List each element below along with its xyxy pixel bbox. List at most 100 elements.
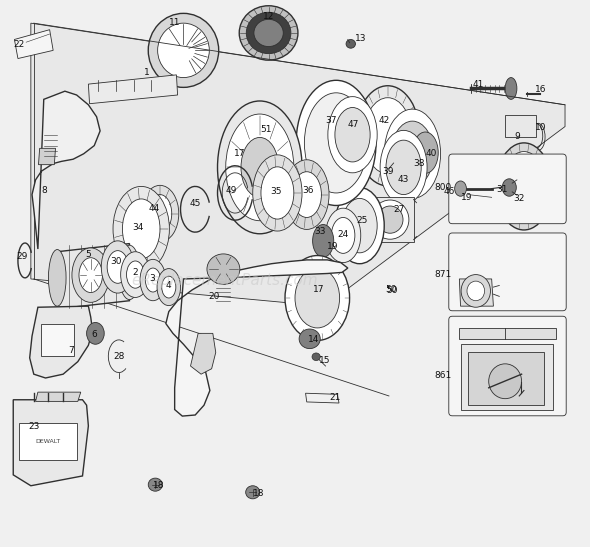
Ellipse shape xyxy=(377,206,403,233)
Text: 51: 51 xyxy=(260,125,271,134)
Text: 21: 21 xyxy=(329,393,340,402)
Ellipse shape xyxy=(148,478,162,491)
Ellipse shape xyxy=(494,160,527,213)
Ellipse shape xyxy=(332,218,355,253)
Ellipse shape xyxy=(296,80,376,206)
Text: 47: 47 xyxy=(348,120,359,129)
Polygon shape xyxy=(88,75,178,104)
Ellipse shape xyxy=(502,152,546,221)
Text: 15: 15 xyxy=(319,356,330,365)
Polygon shape xyxy=(468,352,545,405)
FancyBboxPatch shape xyxy=(449,233,566,311)
Text: 35: 35 xyxy=(270,188,282,196)
Polygon shape xyxy=(31,23,565,306)
Ellipse shape xyxy=(113,187,169,271)
Text: 45: 45 xyxy=(189,199,201,208)
Polygon shape xyxy=(166,260,348,416)
Ellipse shape xyxy=(355,86,420,186)
Text: 33: 33 xyxy=(314,226,326,236)
Bar xyxy=(505,114,536,137)
Text: eReplacementParts.com: eReplacementParts.com xyxy=(131,272,318,288)
Text: 38: 38 xyxy=(414,159,425,168)
Ellipse shape xyxy=(207,254,240,284)
Text: 39: 39 xyxy=(382,167,394,176)
Ellipse shape xyxy=(313,224,334,257)
Ellipse shape xyxy=(107,251,128,283)
Text: 17: 17 xyxy=(313,286,324,294)
Circle shape xyxy=(463,189,474,200)
Ellipse shape xyxy=(342,199,377,253)
Ellipse shape xyxy=(119,245,140,300)
Text: 18: 18 xyxy=(253,490,264,498)
Text: 861: 861 xyxy=(434,371,451,380)
Polygon shape xyxy=(38,148,55,165)
Polygon shape xyxy=(460,328,556,339)
Text: 10: 10 xyxy=(535,123,546,132)
Ellipse shape xyxy=(48,249,66,306)
Text: 5: 5 xyxy=(86,250,91,259)
Text: 12: 12 xyxy=(263,12,274,21)
Ellipse shape xyxy=(239,5,298,60)
Ellipse shape xyxy=(496,143,552,230)
Text: 24: 24 xyxy=(337,230,349,239)
Polygon shape xyxy=(366,197,414,242)
Text: 49: 49 xyxy=(226,187,237,195)
Ellipse shape xyxy=(371,200,409,239)
Text: 871: 871 xyxy=(434,270,451,279)
Text: 4: 4 xyxy=(165,281,171,290)
Text: 37: 37 xyxy=(326,115,337,125)
Text: 44: 44 xyxy=(149,203,160,213)
Ellipse shape xyxy=(363,98,412,174)
Text: 1: 1 xyxy=(144,68,150,77)
Ellipse shape xyxy=(148,13,219,88)
Text: DEWALT: DEWALT xyxy=(35,439,61,444)
Ellipse shape xyxy=(141,185,179,242)
Text: 7: 7 xyxy=(68,346,74,356)
Polygon shape xyxy=(460,279,493,306)
Text: 19: 19 xyxy=(327,242,339,251)
Ellipse shape xyxy=(245,486,260,499)
Polygon shape xyxy=(35,392,81,401)
Ellipse shape xyxy=(254,19,283,46)
Text: 42: 42 xyxy=(379,115,390,125)
Ellipse shape xyxy=(502,179,516,196)
Ellipse shape xyxy=(380,130,427,205)
Polygon shape xyxy=(57,243,129,309)
Text: 30: 30 xyxy=(110,257,122,266)
Text: 46: 46 xyxy=(443,188,454,196)
Text: 43: 43 xyxy=(398,176,409,184)
Ellipse shape xyxy=(158,23,209,78)
Text: 20: 20 xyxy=(208,292,219,301)
Text: 2: 2 xyxy=(133,268,138,277)
Text: 11: 11 xyxy=(169,18,181,27)
Text: 25: 25 xyxy=(356,216,368,225)
Text: 50: 50 xyxy=(385,286,397,294)
FancyBboxPatch shape xyxy=(449,316,566,416)
Ellipse shape xyxy=(148,195,172,232)
Ellipse shape xyxy=(284,160,329,229)
Ellipse shape xyxy=(79,258,103,293)
Ellipse shape xyxy=(295,268,340,328)
Polygon shape xyxy=(13,400,88,486)
Bar xyxy=(19,423,77,459)
Text: 19: 19 xyxy=(461,193,472,202)
Text: 800: 800 xyxy=(434,183,451,192)
Ellipse shape xyxy=(241,137,278,197)
Text: 34: 34 xyxy=(132,223,143,232)
Ellipse shape xyxy=(450,177,467,205)
Text: 23: 23 xyxy=(28,422,40,432)
Ellipse shape xyxy=(218,101,302,234)
Text: 40: 40 xyxy=(425,149,437,158)
Ellipse shape xyxy=(261,167,294,219)
Ellipse shape xyxy=(412,132,438,173)
Ellipse shape xyxy=(335,108,370,162)
Text: 28: 28 xyxy=(113,352,124,360)
Text: 13: 13 xyxy=(355,34,366,43)
Ellipse shape xyxy=(391,121,434,187)
Ellipse shape xyxy=(246,12,291,54)
Text: 8: 8 xyxy=(41,187,47,195)
Polygon shape xyxy=(32,91,100,249)
Ellipse shape xyxy=(384,109,441,199)
Ellipse shape xyxy=(87,323,104,344)
Ellipse shape xyxy=(157,269,181,306)
